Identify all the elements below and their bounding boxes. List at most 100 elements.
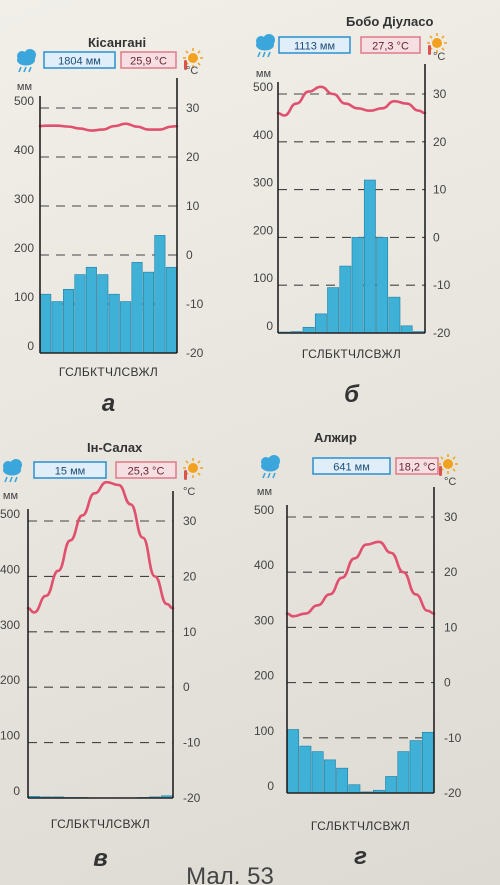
- left-tick-label: 400: [14, 143, 34, 157]
- precip-bar: [63, 288, 75, 354]
- left-tick-label: 400: [0, 562, 20, 576]
- right-tick-label: 10: [444, 620, 458, 634]
- precip-bar: [323, 759, 336, 794]
- left-axis-unit: мм: [257, 486, 272, 498]
- right-tick-label: -10: [186, 297, 204, 311]
- precip-bar: [131, 262, 143, 354]
- precip-bar: [302, 326, 315, 334]
- left-tick-label: 500: [0, 507, 20, 521]
- left-axis-unit: мм: [17, 81, 32, 93]
- mean-temp-box: [120, 51, 177, 69]
- left-tick-label: 300: [0, 618, 20, 632]
- precip-bar: [287, 729, 300, 794]
- chart-title: Кісангані: [88, 35, 146, 50]
- rain-cloud-icon: [17, 49, 36, 73]
- left-tick-label: 0: [13, 784, 20, 798]
- left-tick-label: 300: [14, 192, 34, 206]
- annual-precip-box: [43, 51, 116, 69]
- left-tick-label: 400: [254, 558, 274, 572]
- right-tick-label: 0: [183, 680, 190, 694]
- mean-temp-box: [360, 36, 421, 54]
- precip-bar: [421, 731, 434, 794]
- left-tick-label: 100: [254, 724, 274, 738]
- left-tick-label: 500: [253, 80, 273, 94]
- left-tick-label: 200: [14, 241, 34, 255]
- right-tick-label: 0: [444, 676, 451, 690]
- right-axis-unit: °С: [444, 476, 456, 488]
- panel-letter: б: [344, 381, 360, 408]
- right-axis-unit: °С: [433, 51, 445, 63]
- right-tick-label: 0: [433, 230, 440, 244]
- mean-temp-value: 27,3 °С: [372, 41, 409, 53]
- precip-bar: [85, 266, 97, 354]
- right-tick-label: -20: [183, 791, 201, 805]
- mean-temp-value: 25,3 °С: [128, 466, 165, 478]
- precip-bar: [51, 301, 63, 354]
- annual-precip-value: 15 мм: [55, 466, 85, 478]
- temperature-line: [276, 85, 427, 117]
- temperature-line: [285, 540, 436, 618]
- left-tick-label: 400: [253, 128, 273, 142]
- right-tick-label: -20: [444, 786, 462, 800]
- left-tick-label: 0: [266, 319, 273, 333]
- precip-bar: [363, 179, 376, 334]
- left-tick-label: 100: [253, 271, 273, 285]
- right-tick-label: 30: [183, 514, 197, 528]
- right-tick-label: 20: [186, 150, 200, 164]
- mean-temp-value: 25,9 °С: [130, 56, 167, 68]
- rain-cloud-icon: [256, 34, 275, 58]
- mean-temp-box: [395, 457, 439, 475]
- left-tick-label: 100: [14, 290, 34, 304]
- precip-bar: [97, 274, 109, 354]
- sun-thermometer-icon: [438, 454, 458, 476]
- annual-precip-box: [278, 36, 351, 54]
- right-tick-label: 30: [433, 87, 447, 101]
- right-tick-label: 0: [186, 248, 193, 262]
- right-tick-label: 10: [186, 199, 200, 213]
- right-axis-unit: °С: [186, 65, 198, 77]
- precip-bar: [40, 293, 52, 354]
- precip-bar: [409, 740, 422, 794]
- precip-bar: [400, 325, 413, 334]
- precip-bar: [314, 313, 327, 334]
- right-tick-label: -20: [186, 346, 204, 360]
- month-axis-labels: ГСЛБКТЧЛСВЖЛ: [59, 365, 158, 379]
- left-tick-label: 200: [0, 673, 20, 687]
- precip-bar: [327, 287, 340, 334]
- left-tick-label: 200: [253, 223, 273, 237]
- precip-bar: [165, 266, 177, 354]
- month-axis-labels: ГСЛБКТЧЛСВЖЛ: [51, 817, 150, 831]
- precip-bar: [376, 237, 389, 334]
- right-tick-label: 30: [444, 510, 458, 524]
- right-tick-label: -10: [444, 731, 462, 745]
- precip-bar: [74, 274, 86, 354]
- right-tick-label: 10: [433, 183, 447, 197]
- figure-caption: Мал. 53: [186, 863, 274, 885]
- precip-bar: [311, 751, 324, 794]
- left-axis-unit: мм: [256, 68, 271, 80]
- chart-title: Ін-Салах: [87, 440, 143, 455]
- right-axis-unit: °С: [183, 486, 195, 498]
- precip-bar: [336, 767, 349, 794]
- left-tick-label: 300: [254, 613, 274, 627]
- precip-bar: [385, 776, 398, 794]
- temperature-line: [26, 480, 175, 614]
- precip-bar: [120, 301, 132, 354]
- annual-precip-value: 1113 мм: [294, 41, 335, 53]
- sun-thermometer-icon: [183, 48, 203, 70]
- precip-bar: [339, 265, 352, 334]
- left-tick-label: 300: [253, 176, 273, 190]
- temperature-line: [38, 122, 179, 132]
- right-tick-label: 20: [183, 569, 197, 583]
- right-tick-label: -10: [183, 736, 201, 750]
- panel-letter: г: [354, 843, 367, 870]
- sun-thermometer-icon: [183, 458, 203, 480]
- chart-title: Бобо Діуласо: [346, 14, 434, 29]
- right-tick-label: 10: [183, 625, 197, 639]
- right-tick-label: 20: [444, 565, 458, 579]
